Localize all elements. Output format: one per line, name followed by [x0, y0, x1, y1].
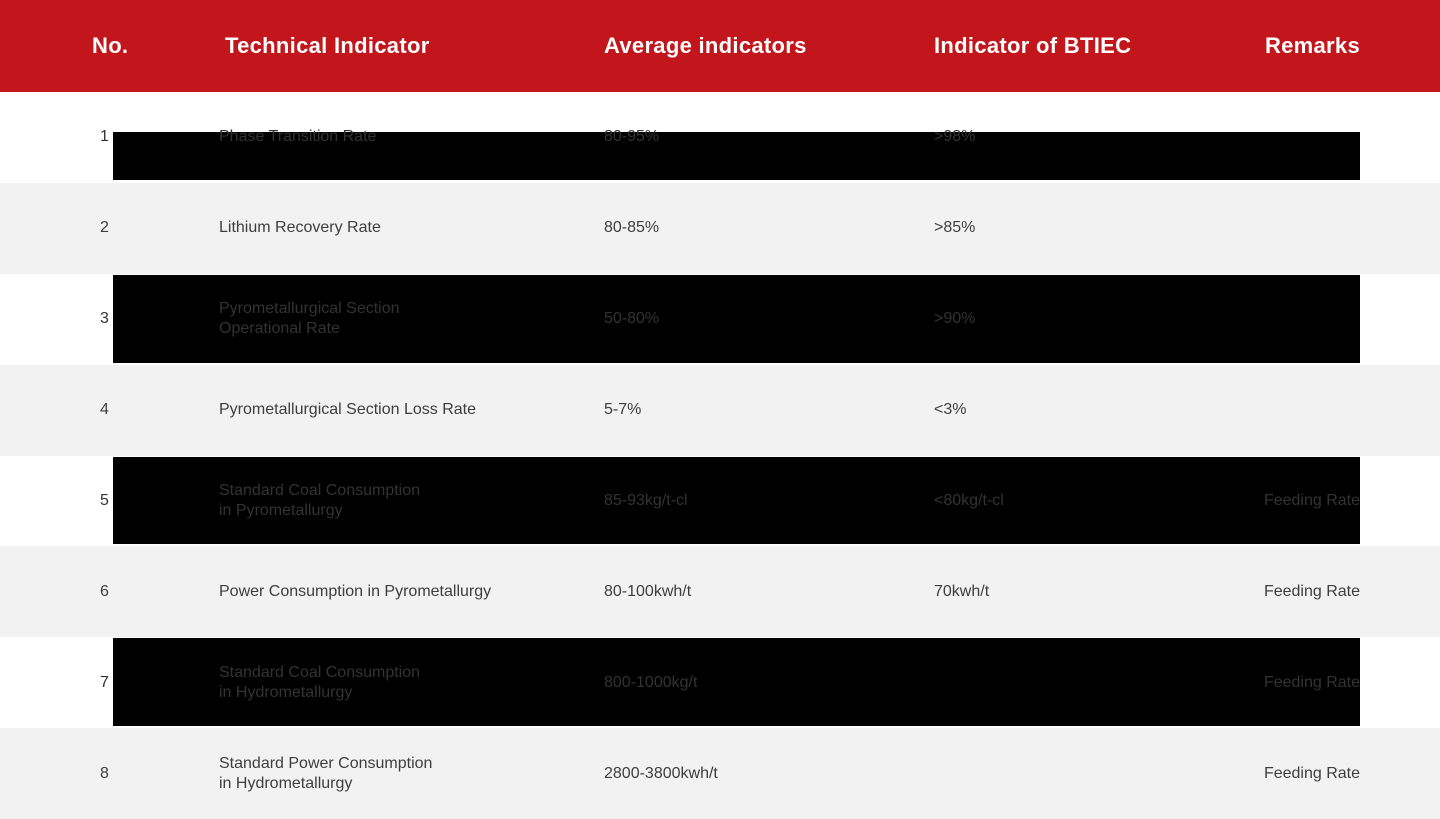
cell-indicator-of-btiec: <3%	[934, 401, 967, 419]
cell-indicator-of-btiec: >90%	[934, 310, 976, 328]
cell-technical-indicator: Phase Transition Rate	[219, 128, 377, 146]
cell-indicator-of-btiec: <80kg/t-cl	[934, 491, 1004, 509]
cell-no: 1	[100, 128, 109, 146]
table-row: 6 Power Consumption in Pyrometallurgy 80…	[0, 546, 1440, 638]
cell-no: 8	[100, 764, 109, 782]
cell-technical-indicator: Power Consumption in Pyrometallurgy	[219, 582, 492, 600]
highlight-bar	[113, 132, 1360, 180]
cell-technical-indicator: Pyrometallurgical Section Loss Rate	[219, 401, 477, 419]
table-row: 3 Pyrometallurgical Section Operational …	[0, 273, 1440, 365]
cell-no: 2	[100, 219, 109, 237]
header-technical-indicator: Technical Indicator	[225, 33, 430, 58]
highlight-bar	[113, 638, 1360, 727]
table-header-row: No. Technical Indicator Average indicato…	[0, 0, 1440, 92]
cell-remarks: Feeding Rate	[1263, 582, 1360, 600]
table-row: 5 Standard Coal Consumption in Pyrometal…	[0, 455, 1440, 547]
cell-average-indicators: 85-93kg/t-cl	[604, 491, 688, 509]
cell-average-indicators: 50-80%	[604, 310, 660, 328]
cell-indicator-of-btiec: 70kwh/t	[934, 582, 990, 600]
highlight-bar	[113, 274, 1360, 363]
cell-no: 6	[100, 582, 109, 600]
table-body: 1 Phase Transition Rate 80-95% >98% 2 Li…	[0, 92, 1440, 819]
cell-no: 5	[100, 491, 109, 509]
header-no: No.	[92, 33, 129, 58]
cell-technical-indicator: Standard Power Consumption in Hydrometal…	[219, 754, 433, 792]
table-row: 7 Standard Coal Consumption in Hydrometa…	[0, 637, 1440, 729]
cell-technical-indicator: Standard Coal Consumption in Hydrometall…	[219, 663, 421, 701]
cell-average-indicators: 80-100kwh/t	[604, 582, 692, 600]
cell-average-indicators: 800-1000kg/t	[604, 673, 698, 691]
cell-remarks: Feeding Rate	[1263, 673, 1360, 691]
cell-average-indicators: 5-7%	[604, 401, 642, 419]
cell-technical-indicator: Pyrometallurgical Section Operational Ra…	[219, 300, 400, 338]
cell-indicator-of-btiec	[934, 728, 1234, 819]
table-row: 2 Lithium Recovery Rate 80-85% >85%	[0, 182, 1440, 274]
cell-average-indicators: 80-95%	[604, 128, 660, 146]
header-average-indicators: Average indicators	[604, 33, 807, 58]
header-indicator-of-btiec: Indicator of BTIEC	[934, 33, 1132, 58]
table-row: 4 Pyrometallurgical Section Loss Rate 5-…	[0, 364, 1440, 456]
cell-remarks: Feeding Rate	[1263, 764, 1360, 782]
cell-remarks: Feeding Rate	[1263, 491, 1360, 509]
cell-no: 4	[100, 401, 109, 419]
cell-indicator-of-btiec: >98%	[934, 128, 976, 146]
cell-indicator-of-btiec	[934, 637, 1234, 728]
header-remarks: Remarks	[1264, 33, 1360, 58]
cell-technical-indicator: Standard Coal Consumption in Pyrometallu…	[219, 481, 421, 519]
cell-no: 3	[100, 310, 109, 328]
table-row: 8 Standard Power Consumption in Hydromet…	[0, 728, 1440, 819]
cell-indicator-of-btiec: >85%	[934, 219, 976, 237]
table-row: 1 Phase Transition Rate 80-95% >98%	[0, 92, 1440, 183]
cell-no: 7	[100, 673, 109, 691]
cell-average-indicators: 80-85%	[604, 219, 660, 237]
cell-technical-indicator: Lithium Recovery Rate	[219, 219, 381, 237]
cell-average-indicators: 2800-3800kwh/t	[604, 764, 718, 782]
highlight-bar	[113, 456, 1360, 545]
